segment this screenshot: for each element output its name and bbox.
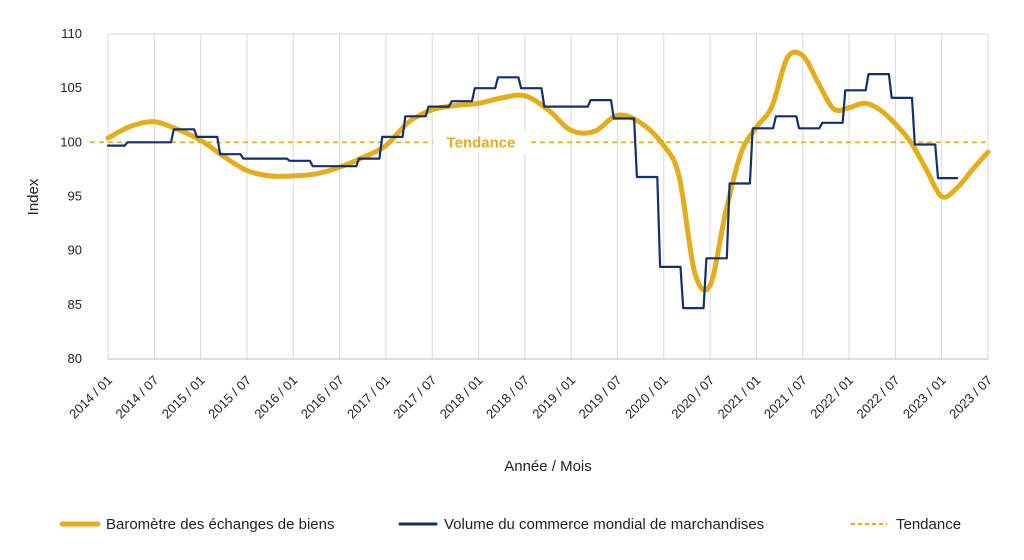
y-tick-label: 85	[68, 297, 82, 312]
x-tick-label: 2014 / 07	[112, 373, 161, 422]
x-tick-label: 2021 / 01	[715, 373, 764, 422]
x-axis-title: Année / Mois	[504, 458, 592, 475]
x-tick-label: 2017 / 07	[390, 373, 439, 422]
x-tick-label: 2023 / 07	[946, 373, 995, 422]
x-tick-label: 2023 / 01	[900, 373, 949, 422]
series-lines	[105, 49, 991, 310]
x-tick-label: 2015 / 01	[159, 373, 208, 422]
legend-label-volume: Volume du commerce mondial de marchandis…	[444, 516, 764, 533]
trend-label-background	[433, 131, 529, 154]
x-tick-label: 2017 / 01	[344, 373, 393, 422]
x-tick-label: 2022 / 01	[807, 373, 856, 422]
series-line-barometre	[105, 49, 991, 293]
grid-lines	[107, 33, 989, 360]
x-tick-label: 2018 / 01	[437, 373, 486, 422]
y-axis-title: Index	[25, 178, 42, 215]
x-tick-label: 2018 / 07	[483, 373, 532, 422]
y-tick-label: 90	[68, 243, 82, 258]
y-tick-label: 100	[60, 134, 82, 149]
x-tick-label: 2020 / 07	[668, 373, 717, 422]
legend: Baromètre des échanges de biens Volume d…	[59, 516, 961, 533]
trend-line-group: Tendance	[90, 131, 988, 154]
legend-label-barometre: Baromètre des échanges de biens	[106, 516, 334, 533]
x-tick-label: 2019 / 07	[576, 373, 625, 422]
x-tick-label: 2022 / 07	[854, 373, 903, 422]
x-tick-label: 2016 / 07	[298, 373, 347, 422]
y-tick-label: 105	[60, 80, 82, 95]
trend-label: Tendance	[447, 134, 516, 151]
x-tick-label: 2019 / 01	[529, 373, 578, 422]
x-tick-label: 2021 / 07	[761, 373, 810, 422]
y-tick-label: 95	[68, 189, 82, 204]
legend-item-tendance: Tendance	[851, 516, 961, 533]
y-tick-label: 110	[61, 26, 82, 41]
legend-item-volume: Volume du commerce mondial de marchandis…	[398, 516, 764, 533]
x-tick-label: 2020 / 01	[622, 373, 671, 422]
y-axis-ticks: 80 85 90 95 100 105 110	[60, 26, 82, 366]
legend-label-tendance: Tendance	[896, 516, 961, 533]
x-tick-label: 2015 / 07	[205, 373, 254, 422]
x-tick-label: 2014 / 01	[66, 373, 115, 422]
legend-item-barometre: Baromètre des échanges de biens	[59, 516, 334, 533]
y-tick-label: 80	[68, 351, 82, 366]
series-line-volume	[106, 73, 959, 310]
x-tick-label: 2016 / 01	[251, 373, 300, 422]
